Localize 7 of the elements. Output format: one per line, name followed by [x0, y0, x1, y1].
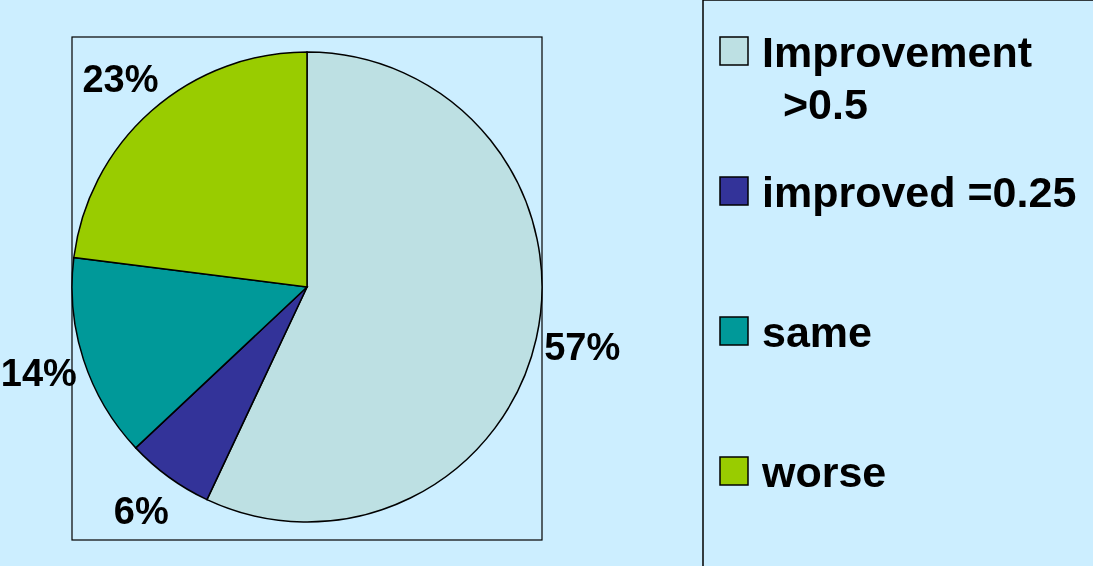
legend-label: Improvement >0.5 [762, 28, 1033, 128]
legend-label: improved =0.25 [762, 168, 1077, 216]
legend-label: worse [761, 448, 887, 496]
data-label: 57% [544, 326, 621, 369]
legend-label: same [762, 308, 872, 356]
data-label: 6% [113, 490, 169, 533]
data-label: 23% [82, 57, 159, 100]
